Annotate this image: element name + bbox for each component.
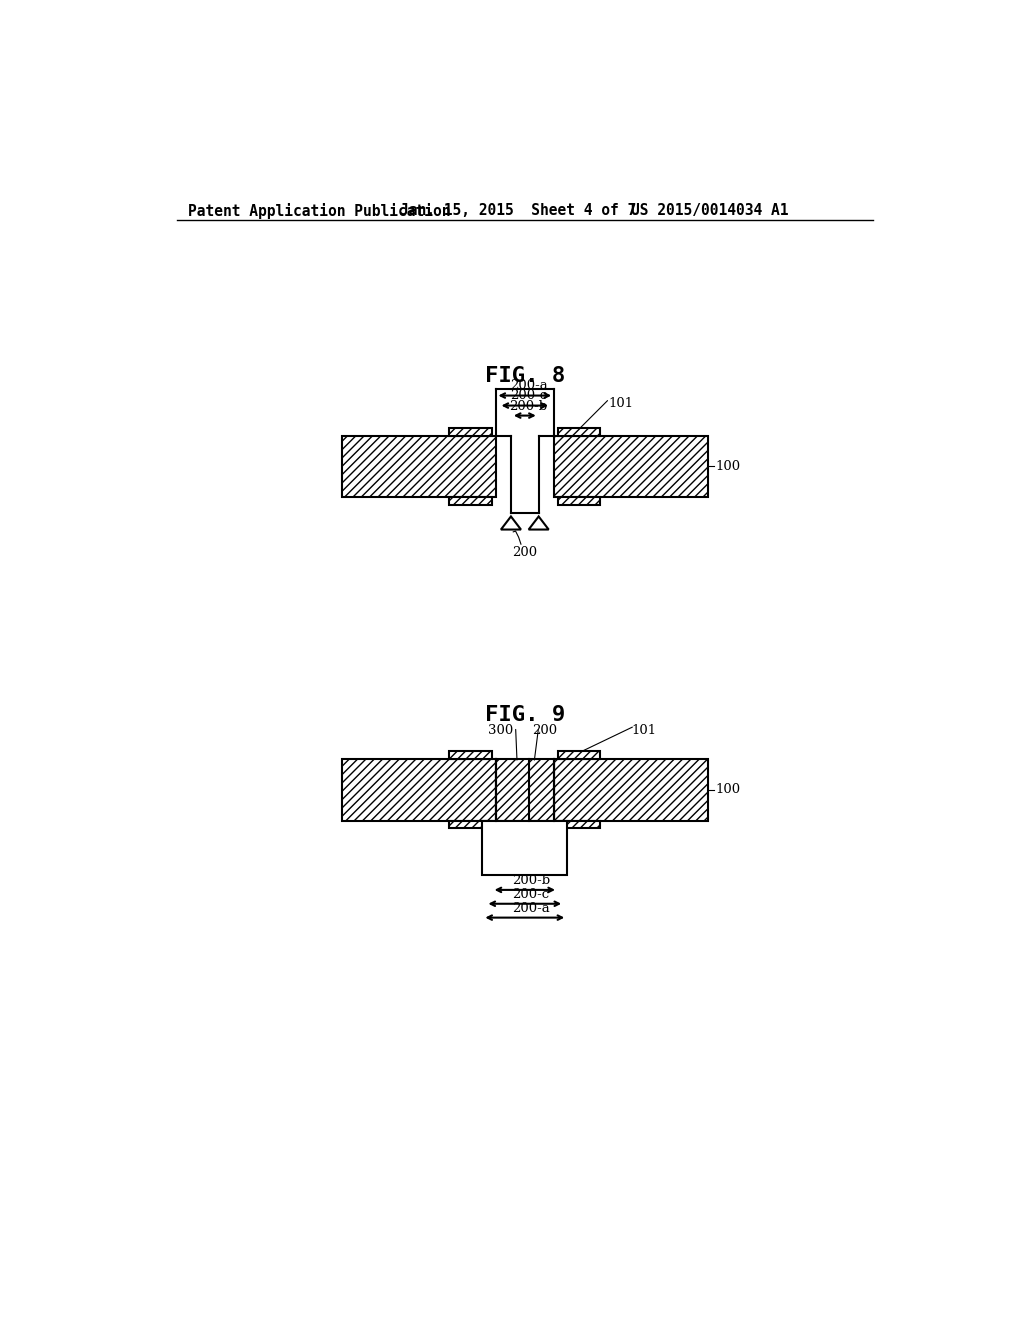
- Text: 200-c: 200-c: [510, 389, 547, 403]
- Bar: [554, 759, 708, 821]
- Text: 100: 100: [716, 783, 741, 796]
- Bar: [482, 821, 567, 875]
- Text: 200-c: 200-c: [512, 887, 550, 900]
- Text: 101: 101: [608, 397, 633, 411]
- Text: FIG. 9: FIG. 9: [484, 705, 565, 725]
- Text: 101: 101: [631, 725, 656, 738]
- Polygon shape: [528, 516, 549, 529]
- Bar: [558, 498, 600, 506]
- Text: 100: 100: [716, 459, 741, 473]
- Bar: [496, 759, 554, 821]
- Bar: [450, 428, 492, 436]
- Bar: [558, 751, 600, 759]
- Bar: [450, 751, 492, 759]
- Text: 200: 200: [532, 725, 558, 738]
- Bar: [342, 759, 496, 821]
- Bar: [450, 821, 492, 829]
- Text: Patent Application Publication: Patent Application Publication: [188, 203, 451, 219]
- Text: FIG. 8: FIG. 8: [484, 367, 565, 387]
- Text: 200-a: 200-a: [512, 902, 550, 915]
- Text: 200: 200: [512, 546, 538, 560]
- Bar: [554, 436, 708, 498]
- Bar: [558, 428, 600, 436]
- Bar: [342, 436, 496, 498]
- Polygon shape: [501, 516, 521, 529]
- Text: 200-b: 200-b: [512, 874, 550, 887]
- Text: 200-b: 200-b: [510, 400, 548, 412]
- Text: Jan. 15, 2015  Sheet 4 of 7: Jan. 15, 2015 Sheet 4 of 7: [400, 203, 636, 218]
- Bar: [450, 498, 492, 506]
- Text: 200-a: 200-a: [510, 379, 548, 392]
- Text: 300: 300: [488, 725, 513, 738]
- Bar: [558, 821, 600, 829]
- Text: US 2015/0014034 A1: US 2015/0014034 A1: [631, 203, 788, 218]
